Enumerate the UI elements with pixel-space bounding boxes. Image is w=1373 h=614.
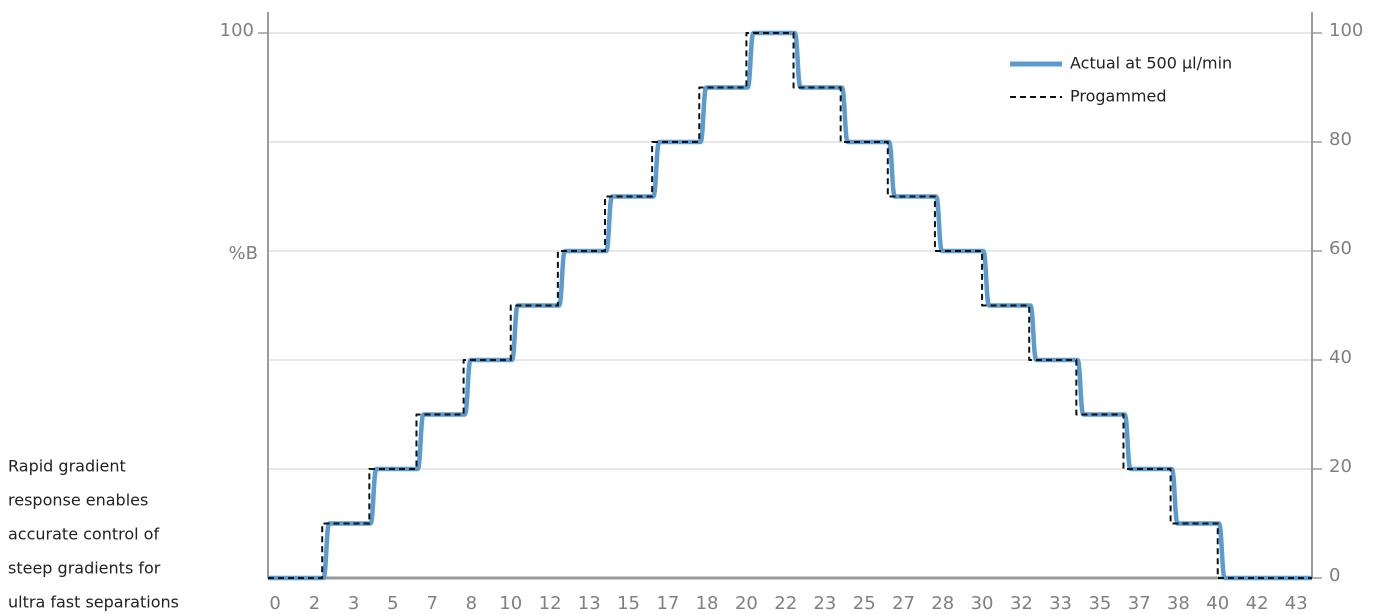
x-tick-label: 15 xyxy=(617,593,640,614)
y2-tick-label: 0 xyxy=(1329,565,1340,586)
x-tick-label: 2 xyxy=(309,593,320,614)
x-tick-label: 28 xyxy=(931,593,954,614)
annotation-line: Rapid gradient xyxy=(8,457,126,476)
legend-label: Progammed xyxy=(1070,87,1167,106)
x-tick-label: 33 xyxy=(1049,593,1072,614)
y2-tick-label: 100 xyxy=(1329,20,1363,41)
y2-tick-label: 40 xyxy=(1329,347,1352,368)
x-tick-label: 30 xyxy=(971,593,994,614)
x-tick-label: 27 xyxy=(892,593,915,614)
x-tick-label: 25 xyxy=(853,593,876,614)
y-axis-label: %B xyxy=(229,243,258,264)
x-tick-label: 5 xyxy=(387,593,398,614)
legend-label: Actual at 500 µl/min xyxy=(1070,54,1232,73)
x-tick-label: 13 xyxy=(578,593,601,614)
x-tick-label: 23 xyxy=(813,593,836,614)
y2-tick-label: 60 xyxy=(1329,238,1352,259)
y2-tick-label: 80 xyxy=(1329,129,1352,150)
x-tick-label: 38 xyxy=(1167,593,1190,614)
annotation-line: accurate control of xyxy=(8,525,159,544)
series-line xyxy=(268,32,1312,579)
annotation-line: response enables xyxy=(8,491,148,510)
x-tick-label: 0 xyxy=(269,593,280,614)
y2-tick-label: 20 xyxy=(1329,456,1352,477)
x-tick-label: 32 xyxy=(1010,593,1033,614)
x-tick-label: 43 xyxy=(1285,593,1308,614)
x-tick-label: 42 xyxy=(1246,593,1269,614)
x-tick-label: 40 xyxy=(1206,593,1229,614)
x-tick-label: 3 xyxy=(348,593,359,614)
x-tick-label: 10 xyxy=(499,593,522,614)
annotation-line: ultra fast separations xyxy=(8,593,179,612)
x-tick-label: 37 xyxy=(1128,593,1151,614)
series-line xyxy=(268,30,1312,581)
annotation-line: steep gradients for xyxy=(8,559,161,578)
x-tick-label: 12 xyxy=(539,593,562,614)
x-tick-label: 22 xyxy=(774,593,797,614)
x-tick-label: 35 xyxy=(1088,593,1111,614)
x-tick-label: 20 xyxy=(735,593,758,614)
x-tick-label: 17 xyxy=(656,593,679,614)
x-tick-label: 18 xyxy=(696,593,719,614)
y-tick-label: 100 xyxy=(220,20,254,41)
x-tick-label: 8 xyxy=(466,593,477,614)
x-tick-label: 7 xyxy=(427,593,438,614)
